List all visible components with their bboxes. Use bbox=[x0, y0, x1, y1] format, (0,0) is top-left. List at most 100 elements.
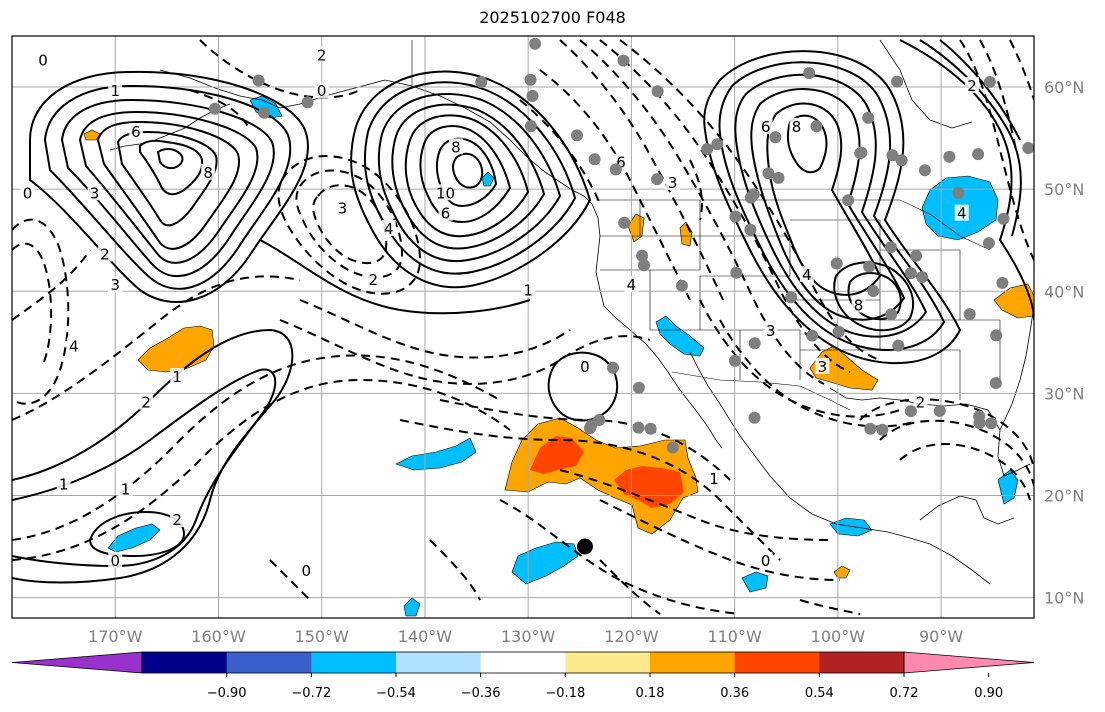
contour-label-9: 2 bbox=[317, 46, 327, 64]
colorbar-frame bbox=[141, 651, 905, 674]
station-dot-34 bbox=[863, 260, 876, 273]
contour-label-bg-15 bbox=[438, 184, 453, 201]
station-dot-60 bbox=[864, 422, 877, 435]
station-dot-66 bbox=[607, 361, 619, 374]
colorbar-label-5: 0.18 bbox=[636, 686, 665, 701]
station-dot-2 bbox=[904, 267, 917, 280]
lon-tick-label-4: 130°W bbox=[501, 627, 556, 646]
contour-label-23: 2 bbox=[172, 511, 182, 529]
station-dot-50 bbox=[918, 164, 931, 177]
cool-region-east-pacific bbox=[741, 571, 769, 593]
cool-region-south-pacific bbox=[403, 597, 421, 617]
longitude-tick-labels: 170°W 160°W 150°W 140°W 130°W 120°W 110°W 100°W… bbox=[88, 627, 963, 646]
colorbar-segment-7 bbox=[734, 652, 820, 673]
lon-tick-label-8: 90°W bbox=[919, 627, 963, 646]
colorbar-label-6: 0.36 bbox=[720, 686, 749, 701]
contour-label-bg-12 bbox=[381, 220, 396, 236]
political-borders bbox=[411, 40, 1001, 411]
contour-label-17: 1 bbox=[523, 281, 533, 299]
station-dot-11 bbox=[638, 259, 650, 272]
station-dot-24 bbox=[983, 76, 996, 88]
station-dot-36 bbox=[997, 212, 1010, 225]
colorbar-label-9: 0.90 bbox=[974, 686, 1003, 701]
contour-label-3: 8 bbox=[203, 164, 213, 182]
colorbar-segment-2 bbox=[311, 652, 397, 673]
lon-tick-label-7: 100°W bbox=[811, 627, 866, 646]
contour-label-bg-5 bbox=[20, 184, 35, 201]
station-dot-25 bbox=[744, 191, 757, 204]
contour-label-bg-38 bbox=[706, 470, 721, 487]
station-dot-72 bbox=[524, 120, 537, 133]
station-dot-46 bbox=[785, 291, 798, 304]
station-dot-18 bbox=[772, 171, 785, 184]
cool-region-southern-california bbox=[655, 315, 705, 357]
contour-label-10: 0 bbox=[317, 82, 327, 100]
contour-label-bg-29 bbox=[758, 117, 773, 134]
station-dot-19 bbox=[996, 276, 1009, 289]
station-dot-4 bbox=[916, 271, 929, 284]
lon-tick-label-1: 160°W bbox=[191, 627, 246, 646]
high-northeast bbox=[899, 39, 1034, 321]
station-dot-1 bbox=[711, 138, 724, 151]
contour-label-31: 3 bbox=[766, 322, 776, 340]
coastline-yucatan bbox=[919, 495, 1015, 525]
station-dot-67 bbox=[892, 339, 905, 352]
station-dot-56 bbox=[972, 148, 985, 161]
contour-label-36: 4 bbox=[957, 205, 967, 223]
station-dot-73 bbox=[571, 129, 583, 142]
contour-label-bg-23 bbox=[170, 511, 185, 527]
contour-label-bg-31 bbox=[763, 322, 778, 339]
station-dot-63 bbox=[832, 325, 845, 338]
station-dot-38 bbox=[842, 194, 855, 207]
contour-label-2: 6 bbox=[131, 123, 141, 141]
station-dot-6 bbox=[943, 150, 956, 163]
contour-label-bg-17 bbox=[521, 281, 536, 298]
contour-label-bg-34 bbox=[815, 357, 830, 374]
station-dot-13 bbox=[867, 285, 880, 297]
contour-label-bg-18 bbox=[577, 357, 592, 374]
station-dot-49 bbox=[973, 417, 986, 430]
lon-tick-label-3: 140°W bbox=[398, 627, 453, 646]
station-dot-44 bbox=[1022, 142, 1034, 154]
contour-label-bg-8 bbox=[66, 337, 81, 354]
latitude-tick-labels: 60°N 50°N 40°N 30°N 20°N 10°N bbox=[1044, 78, 1084, 608]
station-dot-57 bbox=[748, 411, 761, 424]
contour-label-bg-27 bbox=[665, 174, 680, 191]
station-dot-75 bbox=[258, 106, 271, 119]
colorbar-segment-1 bbox=[226, 652, 312, 673]
contour-label-bg-16 bbox=[438, 204, 453, 221]
station-dot-10 bbox=[989, 377, 1002, 389]
station-dot-20 bbox=[904, 405, 917, 418]
station-dot-23 bbox=[769, 131, 782, 144]
contour-label-bg-7 bbox=[108, 276, 123, 293]
station-dot-37 bbox=[895, 154, 908, 167]
contour-label-bg-39 bbox=[758, 551, 773, 568]
contour-label-0: 0 bbox=[38, 52, 48, 70]
station-dot-40 bbox=[933, 405, 946, 417]
contour-label-bg-21 bbox=[56, 475, 71, 492]
high-west-pacific bbox=[29, 70, 309, 304]
warm-region-aleutian bbox=[83, 129, 101, 141]
contour-label-bg-3 bbox=[201, 163, 216, 180]
contour-label-15: 10 bbox=[436, 184, 455, 202]
contour-label-bg-10 bbox=[314, 82, 329, 99]
station-dot-69 bbox=[632, 421, 645, 434]
contour-label-27: 3 bbox=[668, 174, 678, 192]
contour-label-bg-9 bbox=[314, 46, 329, 63]
station-dot-16 bbox=[952, 186, 965, 199]
contour-label-bg-4 bbox=[87, 184, 102, 201]
contour-label-21: 1 bbox=[59, 475, 69, 493]
colorbar-segment-8 bbox=[819, 652, 905, 673]
contour-label-28: 4 bbox=[627, 276, 637, 294]
contour-label-19: 1 bbox=[172, 368, 182, 386]
station-dot-22 bbox=[830, 257, 843, 270]
station-dot-61 bbox=[593, 414, 606, 426]
contour-label-18: 0 bbox=[580, 358, 590, 376]
contour-label-bg-30 bbox=[789, 117, 804, 134]
contour-label-35: 2 bbox=[916, 394, 926, 412]
station-dot-12 bbox=[990, 329, 1003, 342]
contour-label-4: 3 bbox=[90, 184, 100, 202]
station-markers bbox=[208, 37, 1034, 454]
cool-region-southwest bbox=[107, 523, 161, 553]
